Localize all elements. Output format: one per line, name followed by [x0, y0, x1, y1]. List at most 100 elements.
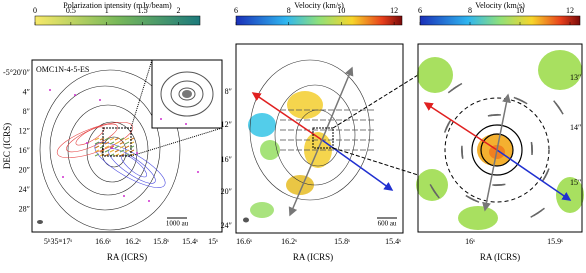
- y-tick-label: 4″: [23, 87, 30, 96]
- velocity-patch: [248, 113, 276, 137]
- inset-contour: [160, 71, 214, 117]
- pol-vector: [114, 153, 120, 157]
- x-tick-label: 15.8ˢ: [153, 237, 169, 246]
- pol-vector: [109, 137, 115, 141]
- pol-vector: [124, 149, 130, 153]
- link: [332, 147, 419, 176]
- dot: [99, 99, 101, 101]
- colorbar-tick-label: 8: [468, 6, 472, 15]
- pol-vector: [94, 145, 100, 149]
- velocity-patch: [416, 169, 448, 201]
- y-tick-label: 15″: [570, 178, 581, 187]
- pol-vector: [119, 141, 125, 145]
- x-tick-label: 15.8ˢ: [334, 237, 350, 246]
- colorbar: [34, 15, 201, 26]
- x-axis-label: RA (ICRS): [107, 252, 147, 262]
- y-tick-label: 8″: [23, 107, 30, 116]
- scale-bar-label: 1000 au: [166, 220, 189, 228]
- pol-vector: [124, 137, 130, 141]
- axis-gray: [496, 93, 511, 151]
- velocity-patch: [417, 57, 453, 93]
- contour: [67, 104, 149, 196]
- field-vector: [495, 183, 506, 187]
- pol-vector: [94, 149, 100, 153]
- y-tick-label: 24″: [19, 185, 30, 194]
- red-lobe: [56, 121, 134, 159]
- blue-lobe: [121, 154, 147, 178]
- dot: [160, 118, 162, 120]
- map-frame: [235, 43, 404, 234]
- velocity-patch: [458, 206, 498, 230]
- pol-vector: [104, 145, 110, 149]
- contour: [39, 69, 181, 231]
- colorbar: [419, 15, 581, 26]
- x-tick-label: 16.6ˢ: [95, 237, 111, 246]
- field-vector: [530, 141, 534, 153]
- map-content: [416, 50, 584, 230]
- pol-vector: [94, 137, 100, 141]
- velocity-patch: [287, 91, 323, 119]
- x-tick-label: 5ʰ35ᵐ17ˢ: [44, 237, 72, 246]
- x-axis-label: RA (ICRS): [293, 252, 333, 262]
- dot: [49, 89, 51, 91]
- y-tick-label: 16″: [221, 155, 232, 164]
- pol-vector: [104, 137, 110, 141]
- field-vector: [432, 189, 440, 199]
- colorbar-tick-label: 1: [105, 6, 109, 15]
- x-tick-label: 15.4ˢ: [182, 237, 198, 246]
- colorbar-tick-label: 12: [566, 6, 574, 15]
- y-tick-label: 13″: [570, 73, 581, 82]
- contour: [480, 133, 514, 167]
- pol-vector: [119, 145, 125, 149]
- map-frame: [31, 59, 223, 233]
- outflow-blue: [496, 149, 572, 201]
- colorbar-tick-label: 2: [176, 6, 180, 15]
- x-tick-label: 15.4ˢ: [385, 237, 401, 246]
- colorbar: [235, 15, 403, 26]
- x-tick-label: 16ˢ: [465, 237, 475, 246]
- beam: [37, 220, 43, 224]
- colorbar-tick-label: 0.5: [66, 6, 76, 15]
- velocity-patch: [260, 140, 280, 160]
- contour: [274, 84, 356, 186]
- y-tick-label: 12″: [19, 126, 30, 135]
- y-tick-label: 12″: [221, 120, 232, 129]
- colorbar-tick-label: 0: [33, 6, 37, 15]
- y-tick-label: 16″: [19, 146, 30, 155]
- dot: [111, 147, 113, 149]
- dot: [62, 176, 64, 178]
- pol-vector: [109, 141, 115, 145]
- dashed-ring: [444, 97, 550, 203]
- y-tick-label: 20″: [19, 165, 30, 174]
- pol-vector: [99, 137, 105, 141]
- link: [130, 59, 153, 129]
- scale-bar-label: 600 au: [378, 220, 397, 228]
- inset-contour: [178, 87, 196, 101]
- field-vector: [443, 123, 450, 133]
- pol-vector: [119, 137, 125, 141]
- colorbar-label: Velocity (km/s): [294, 1, 344, 10]
- colorbar-tick-label: 12: [390, 6, 398, 15]
- pol-vector: [114, 141, 120, 145]
- dot: [86, 142, 88, 144]
- outflow-red: [251, 92, 323, 141]
- inset: [151, 59, 223, 129]
- pol-vector: [104, 149, 110, 153]
- pol-vector: [104, 141, 110, 145]
- dot: [123, 195, 125, 197]
- map-frame: [417, 43, 583, 233]
- y-tick-label: 24″: [221, 221, 232, 230]
- field-vector: [460, 148, 464, 159]
- link: [332, 74, 419, 129]
- pol-vector: [94, 153, 100, 157]
- colorbar-tick-label: 10: [337, 6, 345, 15]
- y-tick-label: 8″: [225, 87, 232, 96]
- dot: [185, 123, 187, 125]
- colorbar-label: Velocity (km/s): [475, 1, 525, 10]
- beam: [243, 217, 249, 223]
- contour: [471, 124, 523, 176]
- field-vector: [487, 113, 498, 117]
- y-tick-label: 28″: [19, 204, 30, 213]
- axis-gray: [482, 149, 498, 212]
